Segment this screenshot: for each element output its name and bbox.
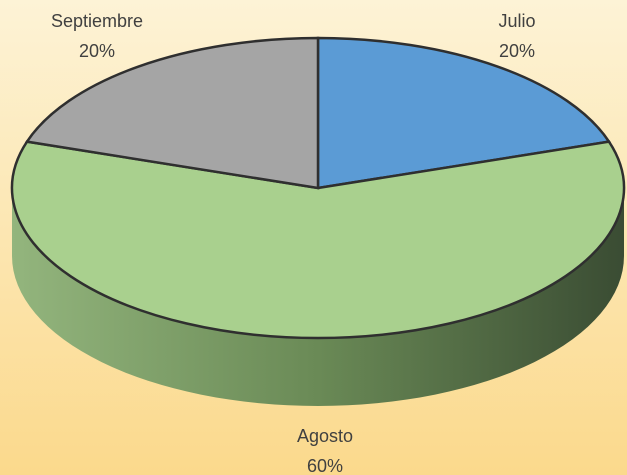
pie-slice — [24, 36, 320, 190]
slice-value-label: 20% — [499, 41, 535, 61]
slice-value-label: 20% — [79, 41, 115, 61]
slice-value-label: 60% — [307, 456, 343, 475]
slice-label: Agosto — [297, 426, 353, 446]
pie-slice — [316, 36, 612, 190]
pie-side — [12, 188, 624, 406]
slice-label: Septiembre — [51, 11, 143, 31]
slice-label: Julio — [498, 11, 535, 31]
pie-slice — [10, 140, 626, 340]
